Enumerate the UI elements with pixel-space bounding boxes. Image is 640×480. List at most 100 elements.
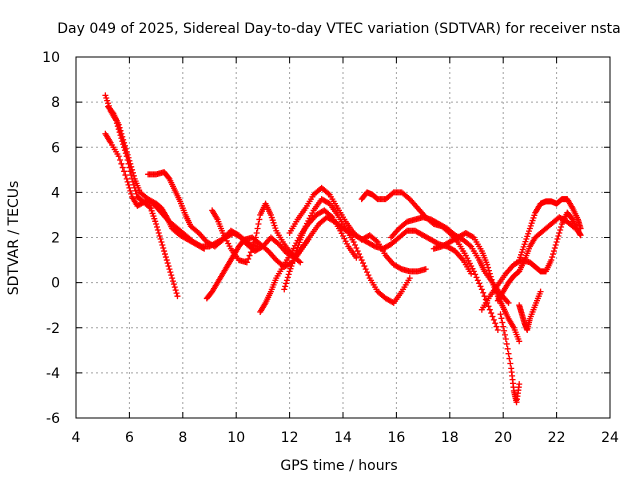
x-tick-label: 18 <box>441 430 459 446</box>
data-point <box>354 248 361 255</box>
data-point <box>469 233 476 240</box>
y-tick-label: 8 <box>51 95 60 111</box>
y-tick-label: 4 <box>51 185 60 201</box>
data-point <box>360 260 367 267</box>
data-point <box>199 245 206 252</box>
data-point <box>500 323 507 330</box>
data-points <box>102 92 584 406</box>
data-point <box>481 293 488 300</box>
data-point <box>352 242 359 249</box>
data-point <box>153 223 160 230</box>
data-point <box>295 258 302 265</box>
data-point <box>118 130 125 137</box>
data-point <box>116 124 123 131</box>
data-point <box>119 133 126 140</box>
data-point <box>577 232 584 239</box>
series-pass-M <box>430 229 523 345</box>
data-point <box>282 283 289 290</box>
data-point <box>325 190 332 197</box>
data-point <box>373 237 380 244</box>
series-pass-I <box>286 184 429 275</box>
data-point <box>553 239 560 246</box>
data-point <box>397 265 404 272</box>
data-point <box>247 249 254 256</box>
data-point <box>126 157 133 164</box>
data-point <box>255 220 262 227</box>
y-tick-label: 6 <box>51 140 60 156</box>
data-point <box>132 187 139 194</box>
data-point <box>172 287 179 294</box>
data-point <box>499 319 506 326</box>
data-point <box>297 259 304 266</box>
data-point <box>122 145 129 152</box>
data-point <box>128 190 135 197</box>
data-point <box>168 272 175 279</box>
data-point <box>126 184 133 191</box>
plot-frame <box>75 56 611 419</box>
data-point <box>350 239 357 246</box>
y-axis-label: SDTVAR / TECUs <box>6 181 22 296</box>
data-point <box>129 166 136 173</box>
data-point <box>558 223 565 230</box>
data-point <box>117 157 124 164</box>
data-point <box>285 271 292 278</box>
data-point <box>362 266 369 273</box>
data-point <box>486 306 493 313</box>
data-point <box>551 245 558 252</box>
y-tick-label: -2 <box>46 321 60 337</box>
data-point <box>353 254 360 261</box>
data-point <box>389 299 396 306</box>
data-point <box>478 286 485 293</box>
series-pass-R <box>516 288 544 334</box>
x-tick-label: 8 <box>178 430 187 446</box>
data-point <box>256 216 263 223</box>
data-point <box>173 290 180 297</box>
series-pass-Q <box>516 196 584 264</box>
data-point <box>361 263 368 270</box>
data-point <box>283 280 290 287</box>
data-point <box>556 229 563 236</box>
data-point <box>485 303 492 310</box>
x-tick-label: 16 <box>387 430 405 446</box>
data-point <box>117 127 124 134</box>
data-point <box>155 229 162 236</box>
data-point <box>243 259 250 266</box>
data-point <box>246 252 253 259</box>
data-point <box>122 172 129 179</box>
data-point <box>249 245 256 252</box>
data-point <box>129 178 136 185</box>
data-point <box>507 360 514 367</box>
data-point <box>466 242 473 249</box>
y-tick-label: -4 <box>46 366 60 382</box>
data-point <box>568 215 575 222</box>
data-point <box>498 315 505 322</box>
data-point <box>121 142 128 149</box>
data-point <box>548 257 555 264</box>
data-point <box>165 174 172 181</box>
data-point <box>129 169 136 176</box>
data-point <box>505 350 512 357</box>
data-point <box>254 225 261 232</box>
data-point <box>549 254 556 261</box>
data-point <box>119 164 126 171</box>
data-point <box>162 254 169 261</box>
data-point <box>537 288 544 295</box>
data-point <box>488 310 495 317</box>
data-point <box>550 248 557 255</box>
data-point <box>365 272 372 279</box>
data-point <box>157 236 164 243</box>
data-point <box>577 225 584 232</box>
data-point <box>115 153 122 160</box>
data-point <box>473 274 480 281</box>
data-point <box>555 232 562 239</box>
data-point <box>170 278 177 285</box>
data-point <box>165 263 172 270</box>
data-point <box>162 251 168 258</box>
data-point <box>170 281 177 288</box>
data-point <box>402 228 409 235</box>
data-point <box>123 148 130 155</box>
data-point <box>480 289 487 296</box>
data-point <box>127 187 134 194</box>
data-point <box>121 168 128 175</box>
data-point <box>364 269 371 276</box>
